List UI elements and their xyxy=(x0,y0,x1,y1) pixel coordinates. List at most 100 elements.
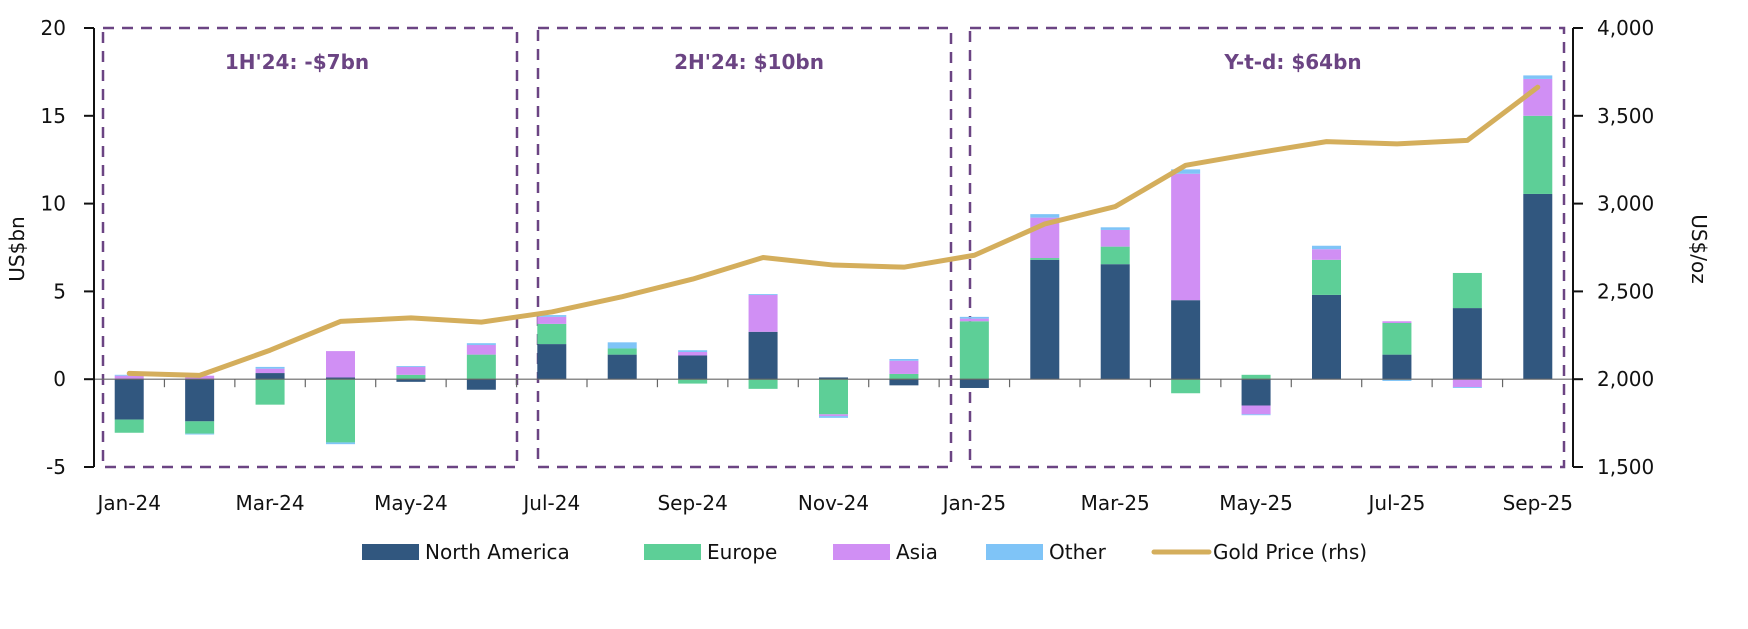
bar-other xyxy=(1452,387,1482,388)
y2-tick-label: 1,500 xyxy=(1597,455,1654,479)
x-tick-label: Sep-25 xyxy=(1503,491,1573,515)
bar-other xyxy=(1312,245,1341,250)
bar-asia xyxy=(1171,173,1201,301)
bar-other xyxy=(537,315,567,317)
x-tick-label: May-24 xyxy=(374,491,448,515)
y-tick-label: 5 xyxy=(53,279,66,303)
bar-other xyxy=(466,343,496,345)
bar-other xyxy=(1030,214,1060,218)
period-box xyxy=(968,26,1566,469)
x-tick-label: Sep-24 xyxy=(657,491,727,515)
y-tick-label: -5 xyxy=(46,455,66,479)
bar-other xyxy=(678,350,708,352)
period-box-label: 2H'24: $10bn xyxy=(674,50,824,74)
legend-swatch-other xyxy=(986,544,1043,560)
bar-asia xyxy=(1241,405,1271,415)
bar-other xyxy=(396,366,426,367)
bar-north-america xyxy=(607,354,637,380)
bar-north-america xyxy=(537,344,567,380)
bar-north-america xyxy=(396,379,426,382)
bar-other xyxy=(326,442,355,445)
legend-label: Gold Price (rhs) xyxy=(1213,540,1367,564)
bar-north-america xyxy=(678,355,708,380)
bar-europe xyxy=(326,379,355,443)
bar-north-america xyxy=(959,379,989,388)
bar-asia xyxy=(819,414,848,417)
legend-label: Asia xyxy=(896,540,938,564)
bar-north-america xyxy=(1452,308,1482,380)
bar-asia xyxy=(114,375,144,380)
bar-asia xyxy=(1382,321,1412,324)
y2-tick-label: 3,500 xyxy=(1597,104,1654,128)
x-tick-label: Jul-25 xyxy=(1367,491,1426,515)
x-tick-label: Mar-25 xyxy=(1081,491,1150,515)
bar-europe xyxy=(396,374,426,380)
bar-asia xyxy=(537,316,567,324)
legend-label: North America xyxy=(425,540,570,564)
y-tick-label: 10 xyxy=(41,192,66,216)
bar-europe xyxy=(114,419,144,433)
bar-other xyxy=(1382,379,1412,381)
x-tick-label: Jul-24 xyxy=(521,491,580,515)
period-box xyxy=(536,26,953,469)
legend-swatch-europe xyxy=(644,544,701,560)
legend: North America Europe Asia Other Gold Price (… xyxy=(362,540,1367,564)
period-box xyxy=(101,26,519,469)
bar-north-america xyxy=(1241,379,1271,406)
legend-swatch-north-america xyxy=(362,544,419,560)
bar-north-america xyxy=(466,379,496,390)
bar-asia xyxy=(1312,249,1341,260)
y-tick-label: 20 xyxy=(41,16,66,40)
bar-asia xyxy=(889,360,919,374)
bar-europe xyxy=(1171,379,1201,394)
bar-europe xyxy=(748,379,778,389)
bar-europe xyxy=(1100,246,1130,265)
bar-other xyxy=(1100,227,1130,230)
axes: -5 0 5 10 15 20 1,500 2,000 2,500 3,000 3,500 4,000… xyxy=(41,16,1655,515)
y2-tick-label: 2,500 xyxy=(1597,279,1654,303)
bar-europe xyxy=(185,421,215,434)
bar-europe xyxy=(537,323,567,345)
bar-other xyxy=(959,316,989,319)
bar-north-america xyxy=(819,377,848,380)
bar-north-america xyxy=(1100,264,1130,380)
bar-north-america xyxy=(1523,193,1553,380)
bars xyxy=(114,75,1553,445)
bar-north-america xyxy=(1171,300,1201,380)
bar-other xyxy=(748,294,778,295)
bar-north-america xyxy=(1312,294,1341,380)
bar-other xyxy=(607,342,637,349)
bar-other xyxy=(819,416,848,418)
bar-asia xyxy=(748,294,778,332)
bar-asia xyxy=(396,366,426,375)
bar-other xyxy=(889,359,919,361)
y2-tick-label: 4,000 xyxy=(1597,16,1654,40)
bar-europe xyxy=(889,373,919,380)
bar-asia xyxy=(326,351,355,378)
y-tick-label: 15 xyxy=(41,104,66,128)
bar-europe xyxy=(255,379,285,405)
bar-other xyxy=(1171,169,1201,174)
gold-price-polyline xyxy=(126,84,1541,378)
gold-price-line xyxy=(126,84,1541,378)
bar-europe xyxy=(1523,115,1553,194)
bar-europe xyxy=(1312,259,1341,295)
legend-swatch-asia xyxy=(833,544,890,560)
x-tick-label: Mar-24 xyxy=(236,491,305,515)
legend-label: Europe xyxy=(707,540,777,564)
x-tick-label: Jan-25 xyxy=(941,491,1007,515)
bar-europe xyxy=(1241,374,1271,380)
bar-asia xyxy=(678,351,708,356)
bar-north-america xyxy=(748,331,778,380)
bar-north-america xyxy=(114,379,144,420)
bar-other xyxy=(1523,75,1553,79)
bar-asia xyxy=(255,368,285,374)
bar-europe xyxy=(607,348,637,355)
period-boxes: 1H'24: -$7bn 2H'24: $10bn Y-t-d: $64bn xyxy=(101,26,1566,469)
bar-north-america xyxy=(1030,259,1060,380)
y-axis-title: US$bn xyxy=(5,216,29,281)
bar-europe xyxy=(1452,272,1482,309)
bar-north-america xyxy=(1382,354,1412,380)
bar-europe xyxy=(959,321,989,380)
bar-asia xyxy=(1452,379,1482,388)
